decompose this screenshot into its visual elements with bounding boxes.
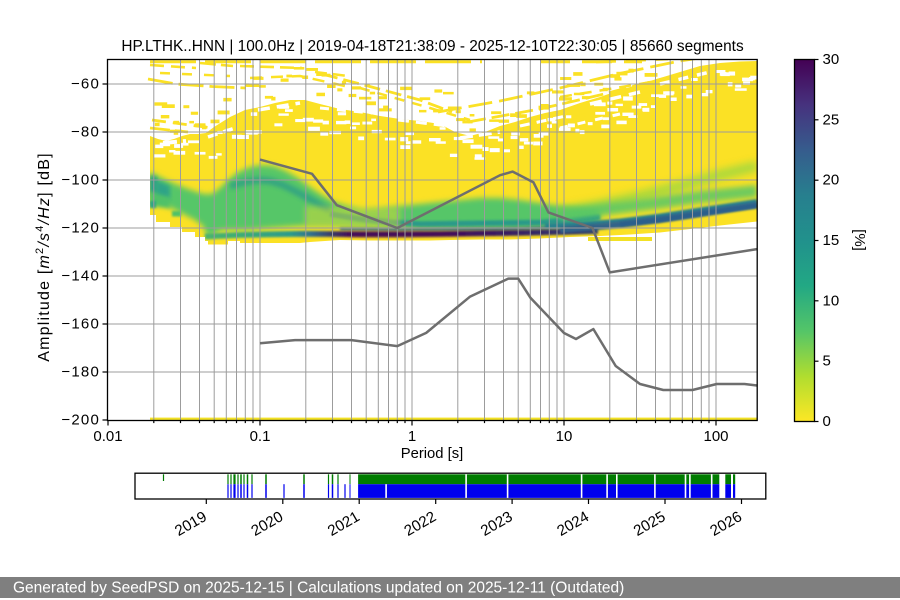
svg-text:10: 10 <box>823 292 840 309</box>
svg-text:−100: −100 <box>61 172 100 189</box>
svg-text:−80: −80 <box>71 124 100 141</box>
svg-text:5: 5 <box>823 353 831 370</box>
svg-text:Amplitude [m2/s4/Hz] [dB]: Amplitude [m2/s4/Hz] [dB] <box>34 152 53 361</box>
svg-text:−160: −160 <box>61 316 100 333</box>
svg-text:15: 15 <box>823 232 840 249</box>
svg-text:HP.LTHK..HNN | 100.0Hz | 2019-: HP.LTHK..HNN | 100.0Hz | 2019-04-18T21:3… <box>121 38 744 55</box>
svg-text:−120: −120 <box>61 220 100 237</box>
svg-text:1: 1 <box>408 428 416 445</box>
svg-text:0.1: 0.1 <box>250 428 271 445</box>
svg-text:25: 25 <box>823 111 840 128</box>
svg-text:20: 20 <box>823 172 840 189</box>
svg-text:Generated by SeedPSD on 2025-1: Generated by SeedPSD on 2025-12-15 | Cal… <box>13 580 624 597</box>
svg-text:−200: −200 <box>61 412 100 429</box>
svg-text:−140: −140 <box>61 268 100 285</box>
svg-text:100: 100 <box>703 428 728 445</box>
svg-text:30: 30 <box>823 51 840 68</box>
svg-text:0.01: 0.01 <box>93 428 122 445</box>
svg-text:0: 0 <box>823 413 831 430</box>
svg-text:10: 10 <box>556 428 573 445</box>
svg-text:−180: −180 <box>61 364 100 381</box>
svg-text:−60: −60 <box>71 76 100 93</box>
svg-text:Period [s]: Period [s] <box>401 446 464 462</box>
svg-text:[%]: [%] <box>851 229 868 251</box>
